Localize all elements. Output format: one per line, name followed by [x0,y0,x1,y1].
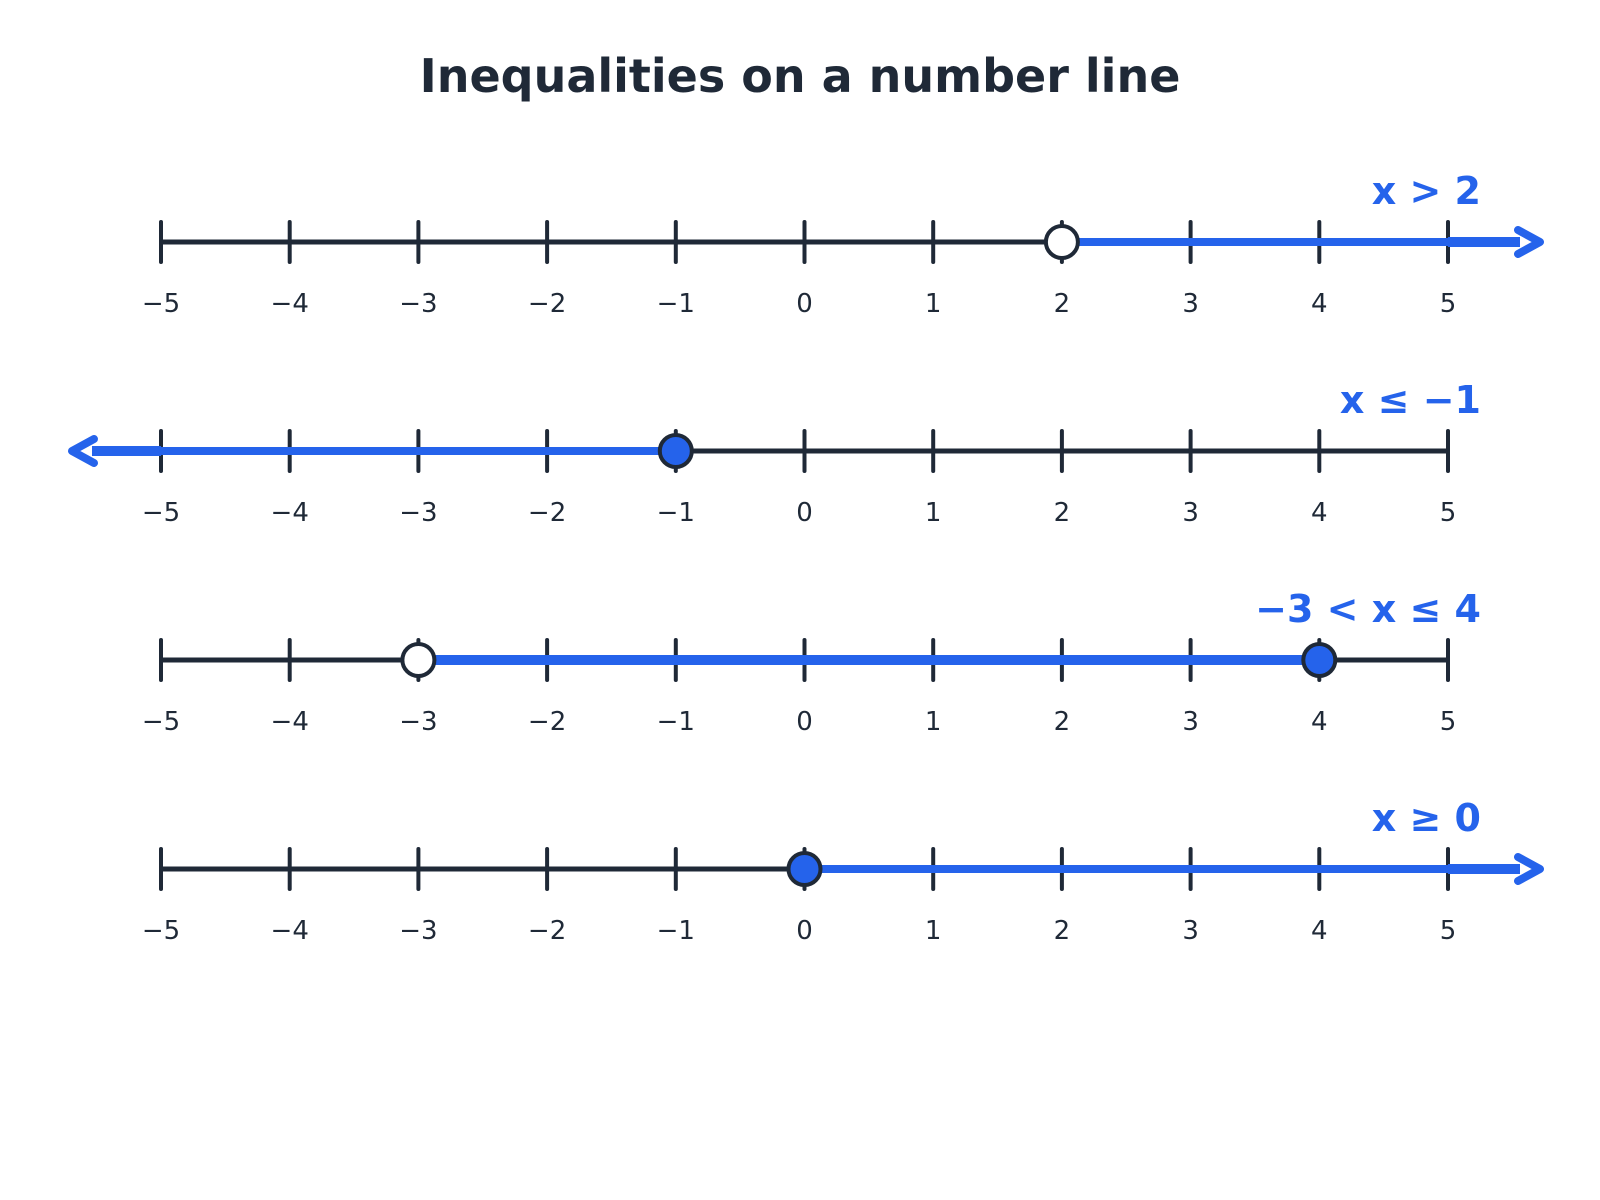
tick-label: 2 [1054,289,1071,319]
tick-label: −5 [142,289,180,319]
tick-label: −3 [399,289,437,319]
number-line-2: −5 −4 −3 −2 −1 0 1 2 3 4 5 x ≤ −1 [68,378,1481,528]
inequality-label: x ≥ 0 [1372,796,1481,840]
closed-endpoint [786,851,823,887]
inequality-label: x > 2 [1372,169,1481,213]
inequality-label: x ≤ −1 [1340,378,1481,422]
tick-label: 3 [1182,498,1199,528]
tick-label: 4 [1311,498,1328,528]
number-line-4: −5 −4 −3 −2 −1 0 1 2 3 4 5 x ≥ 0 [142,796,1544,946]
tick-label: 0 [796,707,813,737]
tick-label: 1 [925,916,942,946]
tick-label: −4 [271,707,309,737]
tick-label: −3 [399,498,437,528]
tick-label: 0 [796,916,813,946]
tick-label: 2 [1054,916,1071,946]
tick-label: −3 [399,916,437,946]
tick-label: 1 [925,707,942,737]
tick-label: −2 [528,498,566,528]
tick-label: −5 [142,916,180,946]
tick-label: −2 [528,707,566,737]
tick-label: 1 [925,498,942,528]
closed-endpoint [1301,642,1338,678]
tick-label: 4 [1311,707,1328,737]
number-line-1: −5 −4 −3 −2 −1 0 1 2 3 4 5 x > 2 [142,169,1544,319]
tick-label: −1 [657,289,695,319]
tick-label: 3 [1182,916,1199,946]
tick-label: 3 [1182,289,1199,319]
tick-label: −5 [142,707,180,737]
tick-label: 5 [1440,498,1457,528]
arrow-right-icon [1514,226,1544,258]
tick-label: 5 [1440,916,1457,946]
tick-label: 5 [1440,289,1457,319]
closed-endpoint [657,433,694,469]
tick-label: 4 [1311,289,1328,319]
figure-title: Inequalities on a number line [420,49,1181,103]
arrow-left-icon [68,435,98,467]
tick-label: −3 [399,707,437,737]
tick-label: 4 [1311,916,1328,946]
open-endpoint [1043,224,1080,260]
tick-label: 0 [796,289,813,319]
number-line-3: −5 −4 −3 −2 −1 0 1 2 3 4 5 −3 < x ≤ 4 [142,587,1481,737]
tick-label: −5 [142,498,180,528]
tick-label: −4 [271,916,309,946]
inequality-label: −3 < x ≤ 4 [1255,587,1481,631]
arrow-right-icon [1514,853,1544,885]
tick-label: 5 [1440,707,1457,737]
tick-label: −2 [528,916,566,946]
tick-label: 3 [1182,707,1199,737]
tick-label: −1 [657,916,695,946]
tick-label: −4 [271,289,309,319]
tick-label: 0 [796,498,813,528]
tick-label: −1 [657,707,695,737]
tick-label: −2 [528,289,566,319]
tick-label: 2 [1054,707,1071,737]
tick-label: 2 [1054,498,1071,528]
tick-label: −4 [271,498,309,528]
number-lines: −5 −4 −3 −2 −1 0 1 2 3 4 5 x > 2 −5 −4 −3 −2 −1 0 1 2 3 4 5 x ≤… [68,169,1544,946]
tick-label: 1 [925,289,942,319]
tick-label: −1 [657,498,695,528]
open-endpoint [400,642,437,678]
